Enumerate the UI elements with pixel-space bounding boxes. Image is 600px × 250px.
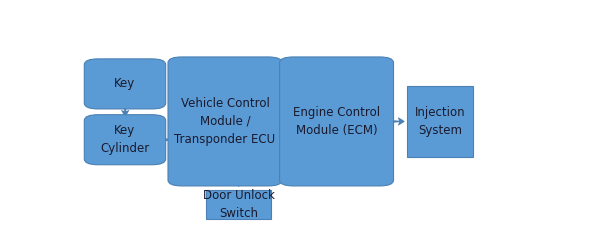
Text: Engine Control
Module (ECM): Engine Control Module (ECM) bbox=[293, 106, 380, 137]
FancyBboxPatch shape bbox=[206, 190, 271, 219]
Text: Injection
System: Injection System bbox=[415, 106, 466, 137]
Text: Vehicle Control
Module /
Transponder ECU: Vehicle Control Module / Transponder ECU bbox=[175, 97, 275, 146]
FancyBboxPatch shape bbox=[84, 59, 166, 109]
FancyBboxPatch shape bbox=[84, 115, 166, 165]
FancyBboxPatch shape bbox=[407, 86, 473, 157]
Text: Key
Cylinder: Key Cylinder bbox=[100, 124, 149, 155]
FancyBboxPatch shape bbox=[280, 57, 394, 186]
FancyBboxPatch shape bbox=[168, 57, 282, 186]
Text: Door Unlock
Switch: Door Unlock Switch bbox=[203, 189, 275, 220]
Text: Key: Key bbox=[115, 78, 136, 90]
